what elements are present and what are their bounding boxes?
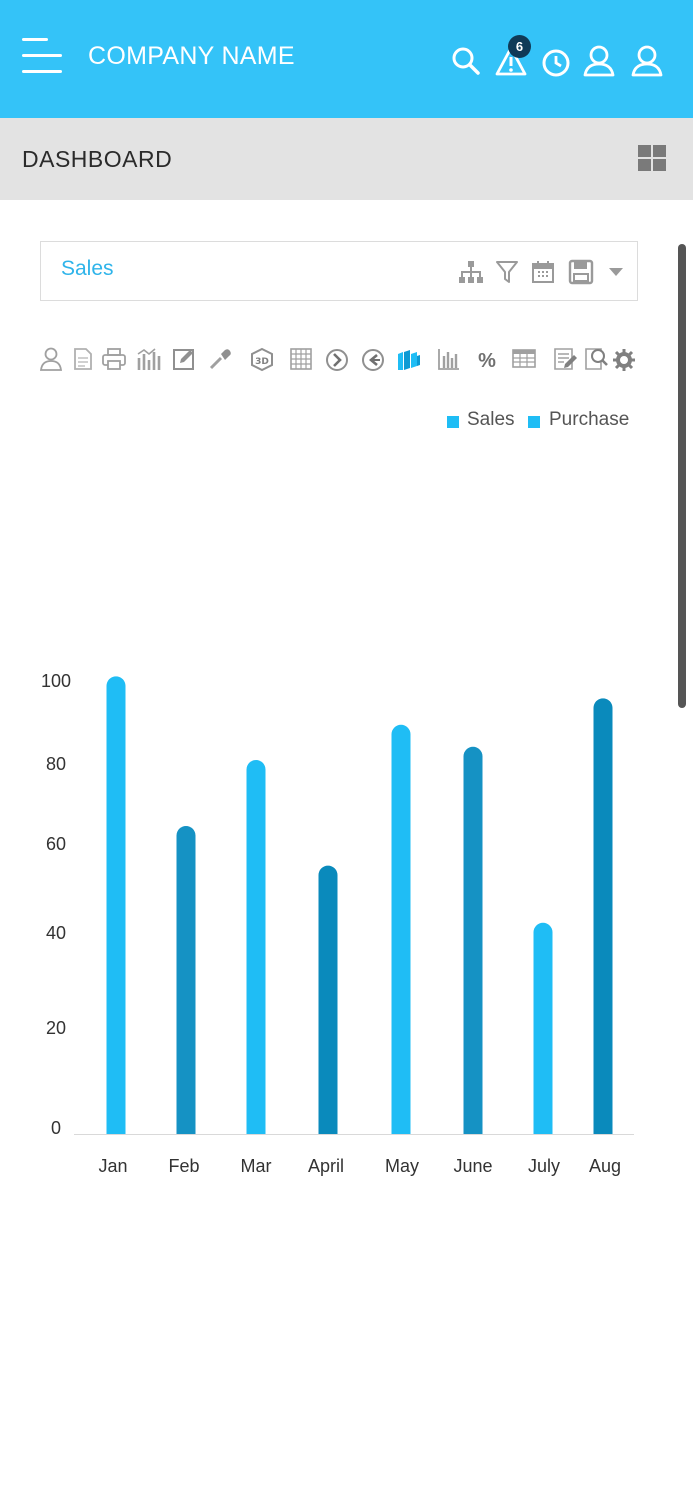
save-icon[interactable] xyxy=(568,259,594,285)
y-tick-label: 100 xyxy=(40,671,72,691)
bar-june[interactable] xyxy=(463,746,483,1134)
chart-canvas xyxy=(74,676,634,1135)
grid-icon[interactable] xyxy=(638,145,667,174)
x-tick-label: June xyxy=(453,1156,493,1176)
bar-jan[interactable] xyxy=(106,676,126,1134)
svg-text:%: % xyxy=(478,350,496,372)
sales-panel-header: Sales xyxy=(40,241,638,301)
percent-icon[interactable]: % xyxy=(474,346,500,372)
table-icon[interactable] xyxy=(511,346,537,372)
menu-icon[interactable] xyxy=(22,38,62,74)
legend-swatch xyxy=(447,416,459,428)
hierarchy-icon[interactable] xyxy=(458,259,484,285)
arrow-right-circle-icon[interactable] xyxy=(324,346,350,372)
gear-icon[interactable] xyxy=(611,346,637,372)
legend-label: Purchase xyxy=(549,409,630,430)
y-tick-label: 60 xyxy=(45,834,67,854)
chart-toolbar: 3D % xyxy=(38,346,638,374)
svg-text:3D: 3D xyxy=(255,357,269,367)
page-title: DASHBOARD xyxy=(22,146,173,172)
edit-document-icon[interactable] xyxy=(552,346,578,372)
search-icon[interactable] xyxy=(449,44,483,78)
user-icon[interactable] xyxy=(38,346,64,372)
chart-stack-icon[interactable] xyxy=(135,346,161,372)
3d-bar-icon[interactable] xyxy=(395,346,421,372)
alert-icon[interactable] xyxy=(494,44,528,78)
print-icon[interactable] xyxy=(101,346,127,372)
x-tick-label: Jan xyxy=(98,1156,128,1176)
bar-april[interactable] xyxy=(318,865,338,1134)
clock-icon[interactable] xyxy=(539,44,573,78)
filter-icon[interactable] xyxy=(494,259,520,285)
bar-chart-icon[interactable] xyxy=(435,346,461,372)
y-tick-label: 40 xyxy=(45,923,67,943)
grid-table-icon[interactable] xyxy=(288,346,314,372)
edit-icon[interactable] xyxy=(171,346,197,372)
search-document-icon[interactable] xyxy=(583,346,609,372)
y-tick-label: 80 xyxy=(45,754,67,774)
x-tick-label: Aug xyxy=(588,1156,622,1176)
scrollbar[interactable] xyxy=(678,244,686,708)
bar-mar[interactable] xyxy=(246,760,266,1134)
x-tick-label: May xyxy=(384,1156,419,1176)
bar-may[interactable] xyxy=(391,724,411,1134)
app-header: COMPANY NAME 6 xyxy=(0,0,693,118)
3d-icon[interactable]: 3D xyxy=(249,346,275,372)
x-tick-label: Feb xyxy=(168,1156,200,1176)
bar-feb[interactable] xyxy=(176,826,196,1134)
user-icon[interactable] xyxy=(582,44,616,78)
eyedropper-icon[interactable] xyxy=(207,346,233,372)
arrow-left-circle-icon[interactable] xyxy=(360,346,386,372)
legend-swatch xyxy=(528,416,540,428)
legend-label: Sales xyxy=(467,409,515,430)
x-tick-label: July xyxy=(527,1156,560,1176)
y-tick-label: 0 xyxy=(50,1118,61,1138)
x-tick-label: Mar xyxy=(240,1156,272,1176)
sales-bar-chart: 0 20 40 60 80 100 Jan Feb Mar April May June July Aug xyxy=(0,600,693,1220)
document-icon[interactable] xyxy=(70,346,96,372)
user-icon[interactable] xyxy=(630,44,664,78)
bar-aug[interactable] xyxy=(593,698,613,1134)
panel-title: Sales xyxy=(61,257,114,280)
caret-down-icon[interactable] xyxy=(606,262,626,282)
page-header: DASHBOARD xyxy=(0,118,693,200)
bar-july[interactable] xyxy=(533,922,553,1134)
y-tick-label: 20 xyxy=(45,1018,67,1038)
x-tick-label: April xyxy=(307,1156,344,1176)
alert-count-badge: 6 xyxy=(508,35,531,58)
calendar-icon[interactable] xyxy=(530,259,556,285)
company-name: COMPANY NAME xyxy=(88,42,295,70)
